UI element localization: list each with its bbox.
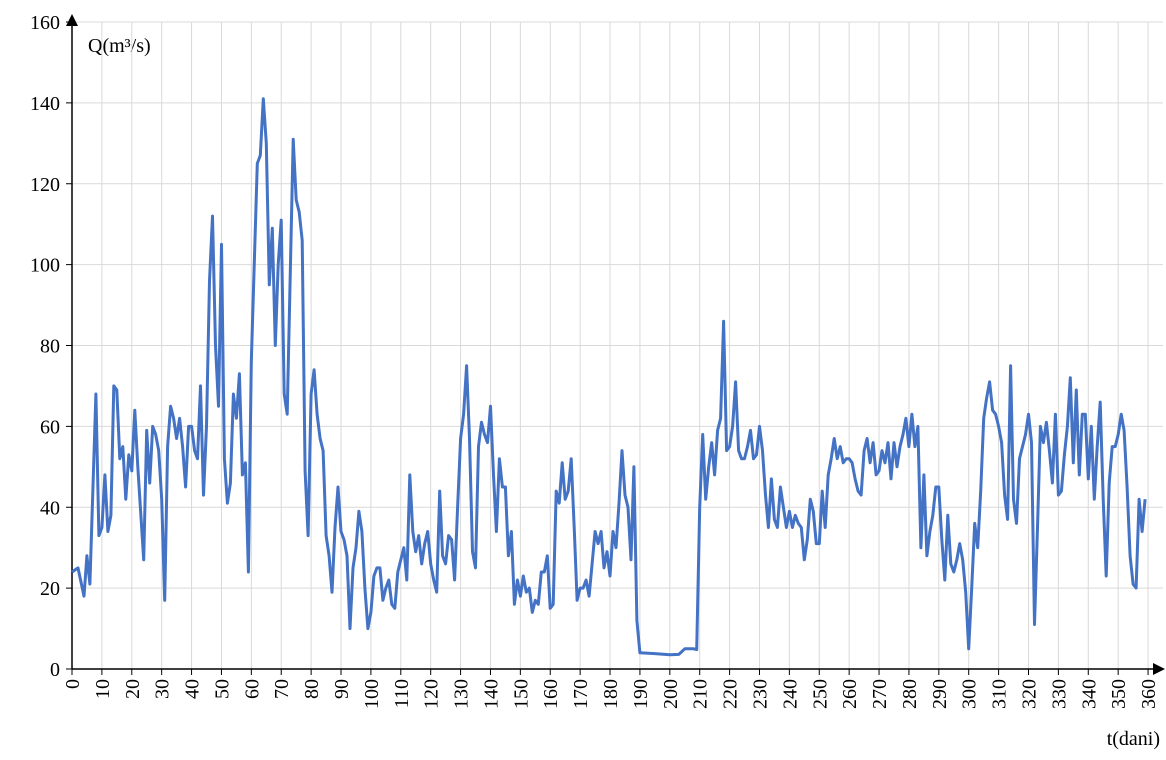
x-tick-label: 230 (749, 679, 771, 709)
x-tick-label: 210 (690, 679, 712, 709)
x-tick-label: 30 (152, 679, 174, 699)
x-axis-label: t(dani) (1107, 728, 1160, 750)
x-tick-label: 350 (1108, 679, 1130, 709)
y-tick-label: 120 (30, 174, 60, 196)
x-tick-label: 220 (720, 679, 742, 709)
y-tick-label: 20 (40, 578, 60, 600)
x-tick-label: 240 (779, 679, 801, 709)
y-tick-label: 160 (30, 12, 60, 34)
x-tick-label: 300 (959, 679, 981, 709)
y-tick-label: 60 (40, 416, 60, 438)
x-tick-label: 130 (451, 679, 473, 709)
x-tick-label: 40 (182, 679, 204, 699)
x-tick-label: 320 (1018, 679, 1040, 709)
x-tick-label: 270 (869, 679, 891, 709)
x-tick-label: 280 (899, 679, 921, 709)
x-tick-label: 110 (391, 679, 413, 708)
x-tick-label: 190 (630, 679, 652, 709)
y-tick-label: 140 (30, 93, 60, 115)
x-tick-label: 20 (122, 679, 144, 699)
x-tick-label: 250 (809, 679, 831, 709)
x-tick-label: 80 (301, 679, 323, 699)
y-tick-label: 40 (40, 497, 60, 519)
x-tick-label: 160 (540, 679, 562, 709)
x-tick-label: 200 (660, 679, 682, 709)
x-tick-label: 180 (600, 679, 622, 709)
data-line (71, 97, 1147, 657)
x-tick-label: 70 (271, 679, 293, 699)
x-tick-label: 60 (241, 679, 263, 699)
x-tick-label: 50 (211, 679, 233, 699)
x-tick-label: 330 (1048, 679, 1070, 709)
x-tick-label: 10 (92, 679, 114, 699)
y-axis-arrow (66, 14, 78, 26)
x-tick-label: 260 (839, 679, 861, 709)
y-tick-label: 80 (40, 336, 60, 358)
x-tick-label: 100 (361, 679, 383, 709)
x-tick-label: 140 (480, 679, 502, 709)
x-tick-label: 0 (62, 679, 84, 689)
x-axis-arrow (1153, 663, 1165, 675)
x-tick-label: 120 (421, 679, 443, 709)
y-axis-label: Q(m³/s) (88, 35, 151, 57)
x-tick-label: 360 (1138, 679, 1160, 709)
x-tick-label: 290 (929, 679, 951, 709)
x-tick-label: 150 (510, 679, 532, 709)
x-tick-label: 170 (570, 679, 592, 709)
x-tick-label: 340 (1078, 679, 1100, 709)
x-tick-label: 310 (989, 679, 1011, 709)
x-tick-label: 90 (331, 679, 353, 699)
y-tick-label: 100 (30, 255, 60, 277)
y-tick-label: 0 (50, 659, 60, 681)
